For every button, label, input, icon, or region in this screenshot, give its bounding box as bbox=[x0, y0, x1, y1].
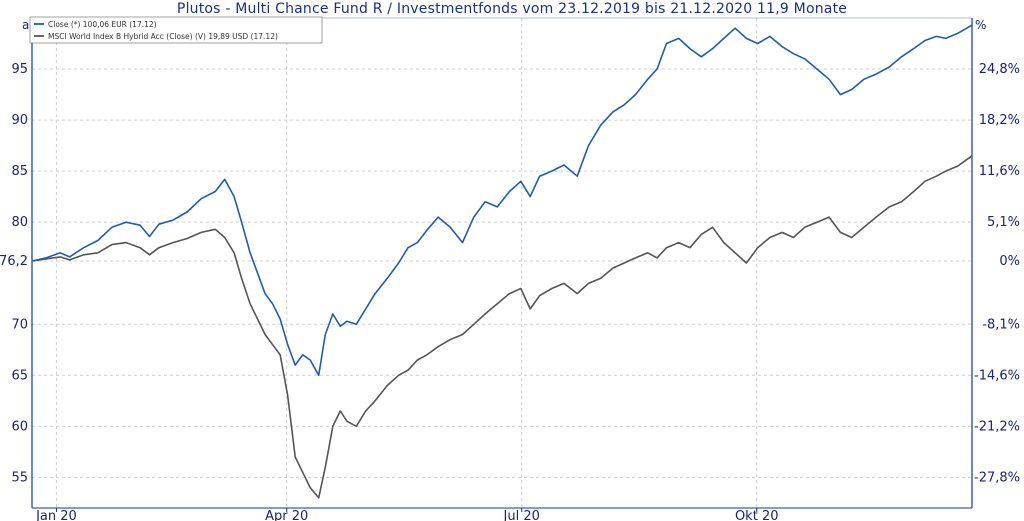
legend-label-msci: MSCI World Index B Hybrid Acc (Close) (V… bbox=[48, 32, 278, 41]
y-tick-label-right: 0% bbox=[999, 254, 1020, 269]
grid-lines bbox=[32, 18, 972, 508]
y-tick-label-left: 80 bbox=[11, 215, 28, 230]
y-tick-label-right: 5,1% bbox=[987, 215, 1020, 230]
y-tick-label-right: -8,1% bbox=[982, 317, 1020, 332]
y-tick-label-left: 65 bbox=[11, 368, 28, 383]
series-line-close bbox=[31, 24, 973, 377]
x-tick-label: Jul 20 bbox=[503, 509, 540, 521]
y-tick-label-right: 18,2% bbox=[979, 113, 1020, 128]
x-tick-label: Apr 20 bbox=[265, 509, 308, 521]
y-tick-label-right: 24,8% bbox=[979, 62, 1020, 77]
x-axis-ticks: Jan 20 Apr 20 Jul 20 Okt 20 bbox=[35, 508, 779, 521]
chart-title: Plutos - Multi Chance Fund R / Investmen… bbox=[176, 1, 848, 17]
y-tick-label-left: 85 bbox=[11, 164, 28, 179]
y-tick-label-left: 60 bbox=[11, 419, 28, 434]
axis-frame bbox=[31, 17, 973, 509]
left-corner-label: a bbox=[22, 18, 29, 32]
series-line-msci bbox=[31, 155, 973, 499]
y-tick-label-right: 11,6% bbox=[979, 164, 1020, 179]
legend: Close (*) 100,06 EUR (17.12) MSCI World … bbox=[29, 16, 323, 44]
y-tick-label-left: 76,2 bbox=[0, 254, 28, 269]
x-tick-label: Okt 20 bbox=[735, 509, 779, 521]
y-tick-label-left: 70 bbox=[11, 317, 28, 332]
series-lines bbox=[31, 24, 973, 499]
y-axis-right-ticks: 24,8% 18,2% 11,6% 5,1% 0% -8,1% -14,6% -21,2% -2… bbox=[974, 62, 1020, 485]
y-tick-label-right: -27,8% bbox=[974, 470, 1020, 485]
corner-labels: a % bbox=[22, 18, 986, 32]
y-tick-label-right: -21,2% bbox=[974, 419, 1020, 434]
legend-label-close: Close (*) 100,06 EUR (17.12) bbox=[48, 20, 157, 29]
y-tick-label-left: 55 bbox=[11, 470, 28, 485]
y-tick-label-left: 95 bbox=[11, 62, 28, 77]
legend-box bbox=[29, 16, 323, 44]
right-corner-label: % bbox=[975, 18, 986, 32]
x-tick-label: Jan 20 bbox=[35, 509, 77, 521]
y-tick-label-left: 90 bbox=[11, 113, 28, 128]
y-tick-label-right: -14,6% bbox=[974, 368, 1020, 383]
y-axis-left-ticks: 95 90 85 80 76,2 70 65 60 55 bbox=[0, 62, 28, 485]
